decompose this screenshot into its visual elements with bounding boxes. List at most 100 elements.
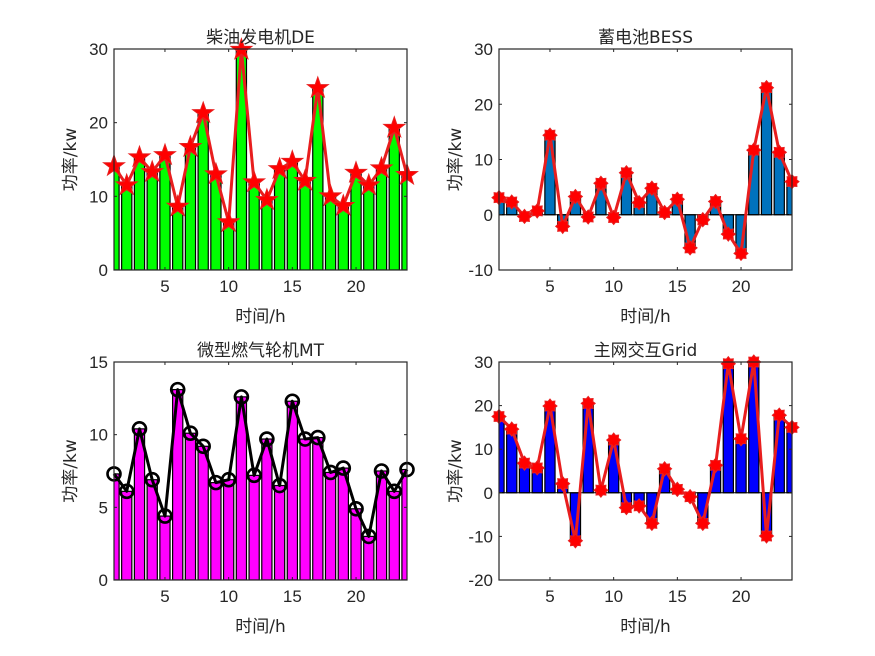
data-point-star	[127, 144, 152, 168]
bar	[273, 484, 286, 580]
x-tick-label: 20	[347, 587, 366, 606]
bar	[121, 490, 133, 580]
data-point-star	[369, 155, 394, 179]
data-point-asterisk	[669, 191, 686, 208]
data-point-star	[204, 161, 228, 185]
data-point-asterisk	[656, 204, 673, 221]
data-point-circle	[373, 463, 390, 479]
data-point-asterisk	[682, 240, 698, 256]
x-tick-label: 10	[219, 277, 238, 296]
bar	[261, 438, 273, 580]
data-point-asterisk	[567, 533, 584, 549]
series-line	[498, 86, 794, 255]
data-point-asterisk	[771, 144, 788, 161]
x-axis-label: 时间/h	[620, 617, 671, 637]
y-tick-label: 20	[474, 397, 493, 416]
bar	[172, 206, 184, 270]
data-point-asterisk	[542, 398, 558, 414]
data-point-asterisk	[733, 430, 749, 447]
bar	[401, 174, 407, 270]
data-point-circle	[144, 471, 161, 488]
data-point-asterisk	[733, 245, 749, 262]
data-point-circle	[118, 483, 135, 500]
y-tick-label: 10	[89, 187, 108, 206]
data-point-asterisk	[580, 209, 596, 225]
subplot-battery-storage: 5 10 15 20 -10 0 10 20 30 蓄电池BESS 时间/h 功率/kw	[446, 28, 800, 327]
data-point-star	[305, 75, 330, 99]
bar	[261, 199, 273, 270]
data-point-asterisk	[669, 481, 686, 498]
data-point-star	[114, 172, 139, 196]
x-tick-label: 10	[604, 277, 623, 296]
x-tick-label: 20	[732, 277, 751, 296]
data-point-asterisk	[593, 175, 609, 192]
y-tick-label: 20	[474, 95, 493, 114]
data-point-asterisk	[720, 226, 737, 242]
bar	[299, 438, 311, 580]
data-point-asterisk	[694, 515, 711, 532]
data-point-asterisk	[516, 455, 533, 471]
data-point-asterisk	[567, 188, 584, 205]
subplot-grid-exchange: 5 10 15 20 -20 -10 0 10 20 30 主网交互Grid 时间/h 功率/kw	[446, 341, 800, 637]
bar	[146, 171, 158, 270]
data-point-star	[242, 169, 267, 193]
y-tick-label: 15	[89, 353, 108, 372]
data-point-asterisk	[605, 432, 622, 448]
data-point-asterisk	[758, 528, 775, 544]
data-point-star	[191, 100, 216, 124]
x-axis-label: 时间/h	[620, 307, 671, 327]
y-tick-label: 30	[474, 353, 493, 372]
x-tick-label: 5	[545, 277, 554, 296]
data-point-asterisk	[593, 482, 609, 499]
y-tick-label: -10	[468, 527, 493, 546]
subplot-diesel-generator: 5 10 15 20 0 10 20 30 柴油发电机DE 时间/h 功率/kw	[61, 28, 419, 327]
y-tick-label: 10	[474, 151, 493, 170]
y-tick-label: 20	[89, 114, 108, 133]
data-point-circle	[131, 421, 148, 437]
y-tick-label: 0	[484, 484, 493, 503]
plot-title: 主网交互Grid	[594, 341, 698, 361]
data-point-circle	[157, 508, 173, 524]
data-point-star	[216, 209, 241, 233]
data-point-asterisk	[771, 407, 788, 423]
data-point-circle	[284, 393, 301, 410]
data-point-asterisk	[656, 460, 673, 477]
data-point-asterisk	[618, 165, 635, 181]
data-point-circle	[360, 528, 377, 545]
bar	[544, 134, 556, 216]
data-point-asterisk	[554, 218, 571, 235]
bar	[121, 184, 133, 270]
data-point-star	[344, 160, 368, 183]
y-tick-label: 5	[99, 498, 108, 517]
bar	[735, 438, 747, 494]
data-point-star	[356, 172, 381, 196]
data-point-circle	[195, 438, 211, 455]
plot-title: 蓄电池BESS	[598, 28, 693, 48]
axes-box	[498, 361, 793, 581]
y-tick-label: 0	[484, 206, 493, 225]
data-point-asterisk	[503, 194, 520, 210]
y-tick-label: -10	[468, 261, 493, 280]
y-tick-label: 10	[474, 440, 493, 459]
bar	[210, 482, 222, 580]
bar	[388, 490, 400, 580]
data-point-circle	[182, 425, 199, 442]
axes-box	[113, 48, 408, 271]
y-axis-label: 功率/kw	[61, 439, 81, 503]
data-point-asterisk	[707, 193, 724, 210]
subplot-micro-turbine: 5 10 15 20 0 5 10 15 微型燃气轮机MT 时间/h 功率/kw	[61, 341, 415, 637]
x-tick-label: 5	[545, 587, 554, 606]
data-point-circle	[386, 483, 403, 500]
plot-title: 微型燃气轮机MT	[197, 341, 325, 361]
bar	[401, 468, 407, 580]
data-point-asterisk	[529, 203, 545, 219]
data-point-circle	[310, 429, 326, 446]
x-tick-label: 10	[604, 587, 623, 606]
data-point-circle	[335, 460, 352, 476]
x-axis-label: 时间/h	[235, 617, 286, 637]
bar	[222, 479, 235, 580]
data-point-asterisk	[503, 421, 520, 437]
data-point-asterisk	[682, 488, 698, 505]
bar	[350, 172, 362, 270]
bar	[337, 205, 350, 270]
